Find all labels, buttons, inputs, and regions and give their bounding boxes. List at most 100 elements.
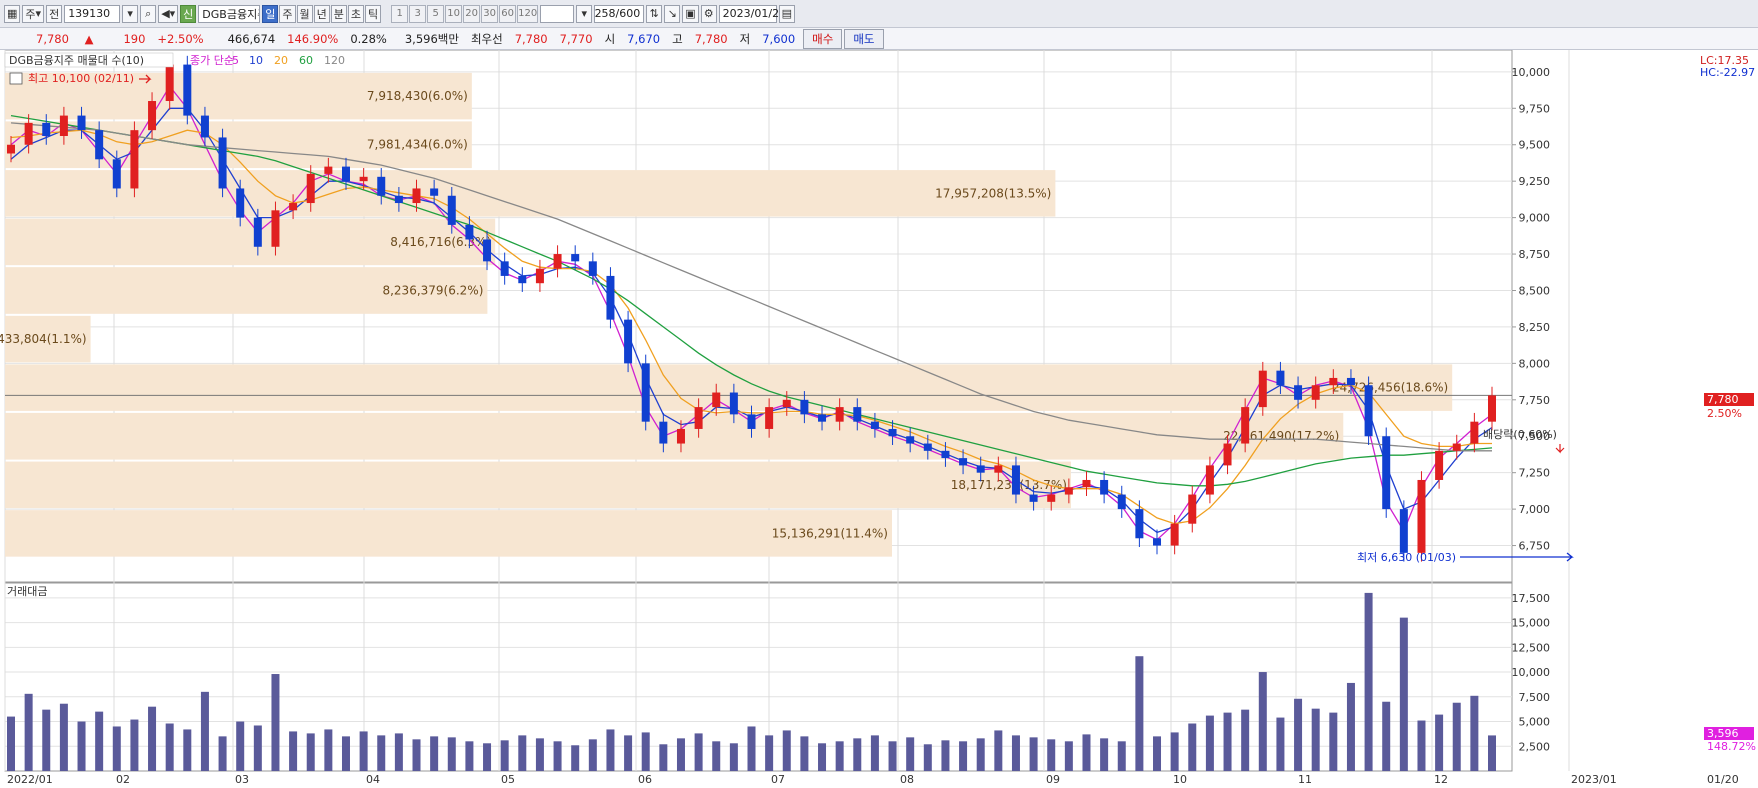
volume-bar (1135, 656, 1144, 771)
volume-bar (7, 716, 15, 771)
period-button-0[interactable]: 일 (262, 4, 279, 23)
volume-bar (1223, 712, 1232, 771)
volume-tag: 3,596 (1707, 727, 1739, 740)
volume-bar (1117, 741, 1126, 771)
custom-interval-dropdown-icon[interactable]: ▾ (576, 4, 593, 23)
candle (1452, 443, 1461, 451)
volume-bar (1346, 682, 1355, 771)
price-tick-label: 7,750 (1519, 394, 1551, 407)
interval-button-10[interactable]: 10 (445, 4, 463, 23)
candle (518, 275, 527, 284)
period-button-1[interactable]: 주 (279, 4, 296, 23)
search-icon[interactable]: ⌕ (140, 4, 157, 23)
date-field[interactable]: 2023/01/20 (718, 4, 786, 23)
interval-button-1[interactable]: 1 (391, 4, 409, 23)
interval-button-5[interactable]: 5 (427, 4, 445, 23)
period-button-6[interactable]: 틱 (365, 4, 382, 23)
volume-bar (1170, 732, 1179, 771)
candle (624, 319, 633, 364)
x-tick-label: 08 (900, 773, 914, 786)
settings-icon[interactable] (9, 72, 23, 85)
volume-bar (1064, 741, 1073, 771)
candle (430, 188, 439, 196)
sound-icon[interactable]: ◀▾ (158, 4, 179, 23)
interval-button-20[interactable]: 20 (463, 4, 481, 23)
x-tick-label: 2023/01 (1571, 773, 1617, 786)
volume-bar (77, 721, 86, 771)
candle (148, 101, 157, 131)
count-field[interactable]: 258/600 (594, 4, 645, 23)
candle (165, 64, 174, 102)
candle (1011, 465, 1020, 495)
period-type-select[interactable]: 주 ▾ (22, 4, 45, 23)
volume-bar (923, 744, 932, 771)
candle (500, 261, 509, 276)
chart-type-icon[interactable]: ⇅ (646, 4, 663, 23)
stock-code-input[interactable]: 139130 (64, 4, 121, 23)
count-value: 258/600 (594, 7, 641, 20)
candle (377, 176, 386, 196)
volume-bar (518, 735, 527, 771)
candle (1382, 436, 1391, 510)
volume-bar (324, 729, 333, 771)
calendar-icon[interactable]: ▤ (778, 4, 796, 23)
buy-button[interactable]: 매수 (803, 28, 843, 49)
interval-button-30[interactable]: 30 (481, 4, 499, 23)
period-button-4[interactable]: 분 (330, 4, 347, 23)
volume-bar (1399, 617, 1408, 771)
period-button-2[interactable]: 월 (296, 4, 313, 23)
volume-bar (1258, 672, 1267, 771)
candle (1346, 377, 1355, 386)
volume-bar (465, 741, 474, 771)
stock-name-field[interactable]: DGB금융지주 (198, 4, 261, 23)
interval-button-3[interactable]: 3 (409, 4, 427, 23)
price-change: 190 (123, 31, 146, 46)
ma-legend-item: 60 (299, 54, 313, 67)
candle (1276, 370, 1285, 386)
gear-icon[interactable]: ⚙ (700, 4, 717, 23)
candle (1188, 494, 1197, 524)
period-button-5[interactable]: 초 (347, 4, 365, 23)
quote-bar: 7,780 ▲ 190 +2.50% 466,674 146.90% 0.28%… (0, 28, 1758, 50)
price-tick-label: 6,750 (1519, 540, 1551, 553)
volume-bar (236, 721, 245, 771)
save-icon[interactable]: ▣ (682, 4, 699, 23)
stock-chart[interactable]: 1,433,804(1.1%)8,236,379(6.2%)8,416,716(… (0, 50, 1758, 788)
volume-bar (870, 735, 879, 771)
candle (253, 217, 262, 247)
volume-bar (130, 719, 139, 771)
new-badge: 신 (180, 4, 197, 23)
candle (1329, 377, 1338, 386)
volume-bar (571, 745, 580, 771)
candle (1064, 487, 1073, 495)
volume-tick-label: 12,500 (1512, 641, 1551, 654)
candle (7, 144, 15, 154)
price-tick-label: 8,750 (1519, 248, 1551, 261)
volume-bar (218, 736, 227, 771)
volume-profile-bar (5, 170, 1056, 217)
candle (1417, 479, 1426, 553)
mode-button[interactable]: 전 (46, 4, 63, 23)
volume-bar (1188, 723, 1197, 771)
interval-button-120[interactable]: 120 (517, 4, 539, 23)
trade-amount: 3,596백만 (404, 31, 459, 46)
candle (394, 195, 403, 204)
candle (1488, 395, 1496, 422)
interval-buttons: 1 3 5 10 20 30 60 120 (391, 4, 539, 23)
interval-button-60[interactable]: 60 (499, 4, 517, 23)
period-button-3[interactable]: 년 (313, 4, 330, 23)
volume-bar (500, 740, 509, 771)
draw-tool-icon[interactable]: ↘ (664, 4, 681, 23)
layout-icon[interactable]: ▦ (4, 4, 21, 23)
volume-bar (447, 737, 456, 771)
volume-bar (1047, 739, 1056, 771)
volume-bar (624, 735, 633, 771)
volume-bar (1311, 708, 1320, 771)
sell-button[interactable]: 매도 (844, 28, 884, 49)
volume-bar (694, 733, 703, 771)
code-dropdown-icon[interactable]: ▾ (122, 4, 139, 23)
x-tick-label: 06 (638, 773, 652, 786)
custom-interval-input[interactable] (540, 4, 575, 23)
